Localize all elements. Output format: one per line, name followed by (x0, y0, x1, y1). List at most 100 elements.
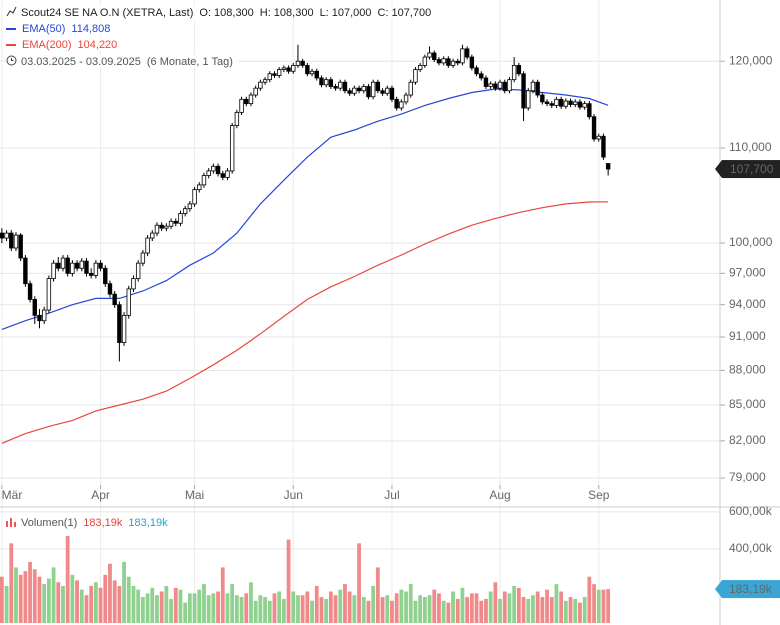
volume-bar (352, 595, 357, 623)
candle-body (432, 52, 437, 60)
volume-bar (9, 543, 14, 623)
candle-body (211, 165, 216, 172)
price-tag-label: 107,700 (730, 162, 774, 176)
y-tick-label: 79,000 (729, 470, 766, 484)
candle-body (56, 262, 61, 269)
legend-name: EMA(50) (22, 23, 66, 35)
ema200-legend: EMA(200) 104,220 (6, 39, 124, 51)
candle-body (103, 267, 108, 285)
candle-body (521, 73, 526, 109)
volume-bar (183, 602, 188, 623)
x-tick-label: Jul (384, 488, 399, 502)
volume-bar (338, 589, 343, 623)
candle-body (145, 237, 150, 254)
volume-bar (131, 585, 136, 623)
candle-body (413, 69, 418, 83)
candle-body (323, 79, 329, 86)
volume-bar (150, 587, 155, 623)
candle-body (276, 69, 282, 76)
price-tag (722, 160, 780, 179)
candle-body (291, 64, 296, 72)
candle-body (88, 272, 94, 276)
candle-body (493, 83, 498, 89)
volume-bar (230, 584, 235, 623)
volume-bar (140, 597, 145, 623)
candle-body (488, 83, 493, 87)
volume-bar (601, 589, 606, 623)
candle-body (446, 58, 451, 66)
volume-bar (474, 593, 479, 623)
candle-body (380, 90, 385, 94)
chart-icon (6, 6, 17, 17)
volume-bar (159, 591, 164, 623)
volume-bar (178, 589, 183, 623)
date-range: 03.03.2025 - 03.09.2025 (21, 56, 141, 68)
volume-bar (366, 600, 371, 623)
legend-value: 114,808 (71, 23, 111, 35)
candle-body (375, 81, 381, 92)
candle-body (220, 173, 225, 178)
y-tick-label: 97,000 (729, 266, 766, 280)
volume-bar (606, 589, 611, 623)
candle-body (98, 262, 103, 269)
volume-bar (79, 589, 84, 623)
candle-body (601, 135, 606, 158)
volume-bar (314, 585, 319, 623)
volume-bar (540, 597, 545, 623)
candle-body (474, 67, 479, 75)
volume-bar (460, 587, 465, 623)
candle-body (455, 60, 460, 64)
volume-bar (117, 585, 122, 623)
volume-bar (18, 574, 23, 623)
candle-body (126, 288, 131, 316)
candle-body (192, 189, 197, 205)
volume-bar (507, 593, 512, 623)
volume-bar (225, 593, 230, 623)
volume-bar (23, 571, 28, 623)
volume-bar (56, 582, 61, 623)
candle-body (436, 59, 442, 64)
volume-bar (310, 600, 314, 623)
candle-body (248, 94, 254, 105)
header-line: Scout24 SE NA O.N (XETRA, Last) O: 108,300… (6, 6, 444, 19)
volume-name: Volumen(1) (21, 517, 78, 529)
volume-bar (380, 597, 385, 623)
candle-body (573, 101, 578, 105)
ohlc-value: 108,300 (273, 7, 314, 19)
volume-bar (187, 593, 192, 623)
candle-body (554, 98, 559, 106)
candle-body (27, 283, 33, 300)
candle-body (253, 87, 258, 96)
volume-bar (319, 597, 324, 623)
candle-body (187, 203, 193, 210)
candle-body (258, 81, 263, 89)
volume-bar (220, 567, 225, 623)
volume-bar (300, 595, 305, 623)
period: (6 Monate, 1 Tag) (146, 56, 233, 68)
candle-body (84, 260, 89, 274)
volume-bar (559, 591, 564, 623)
x-tick-label: Mär (2, 488, 23, 502)
volume-bar (286, 539, 291, 623)
clock-icon (6, 55, 17, 66)
volume-bar (375, 567, 380, 623)
candle-body (497, 81, 503, 89)
candle-body (239, 98, 244, 113)
candle-body (117, 304, 122, 343)
x-tick-label: Jun (284, 488, 303, 502)
volume-bar (291, 591, 296, 623)
volume-bar (408, 584, 413, 623)
candle-body (272, 73, 277, 76)
volume-bar (441, 600, 446, 623)
volume-bar (145, 593, 150, 623)
candle-body (605, 163, 611, 170)
volume-bar (108, 563, 112, 623)
volume-bar (498, 598, 502, 623)
candle-body (18, 234, 23, 259)
volume-bar (98, 587, 103, 623)
candle-body (403, 94, 409, 103)
x-tick-label: Apr (91, 488, 110, 502)
y-tick-label: 110,000 (729, 140, 772, 154)
legend-swatch (6, 28, 16, 31)
ema-line (1, 88, 609, 330)
